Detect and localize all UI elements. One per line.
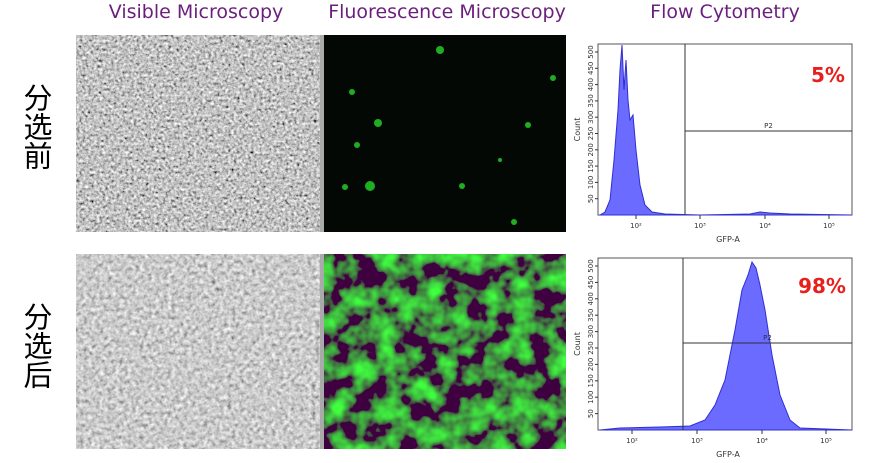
x-tick-label: 10³ (691, 437, 703, 445)
fluorescence-image (324, 254, 566, 449)
percentage: 98% (798, 274, 846, 298)
y-tick-label: 300 (587, 325, 595, 338)
column-header: Fluorescence Microscopy (328, 1, 566, 23)
divider (320, 254, 324, 449)
histogram (598, 44, 853, 216)
divider (320, 35, 324, 232)
y-tick-label: 500 (587, 45, 595, 58)
x-tick-label: 10⁵ (820, 437, 832, 445)
row-label: 分选后 (19, 302, 53, 389)
x-axis-label: GFP-A (716, 450, 740, 459)
y-tick-label: 350 (587, 94, 595, 107)
y-tick-label: 450 (587, 62, 595, 75)
y-tick-label: 500 (587, 259, 595, 272)
y-tick-label: 400 (587, 292, 595, 305)
y-tick-label: 200 (587, 358, 595, 371)
row-label: 分选前 (19, 83, 53, 170)
x-tick-label: 10² (630, 222, 642, 230)
visible-image (76, 35, 320, 232)
y-tick-label: 100 (587, 391, 595, 404)
x-tick-label: 10⁴ (759, 222, 771, 230)
y-tick-label: 150 (587, 159, 595, 172)
y-tick-label: 300 (587, 111, 595, 124)
y-axis-label: Count (573, 118, 582, 142)
y-tick-label: 50 (587, 409, 595, 418)
y-tick-label: 400 (587, 78, 595, 91)
column-header: Visible Microscopy (109, 1, 284, 23)
y-tick-label: 350 (587, 309, 595, 322)
y-tick-label: 100 (587, 176, 595, 189)
x-axis-label: GFP-A (716, 235, 740, 244)
percentage: 5% (811, 63, 845, 87)
y-axis-label: Count (573, 332, 582, 356)
fluorescent-cells (342, 46, 556, 225)
histogram (599, 260, 853, 431)
y-tick-label: 250 (587, 127, 595, 140)
y-tick-label: 450 (587, 276, 595, 289)
y-tick-label: 50 (587, 194, 595, 203)
gate-label: P2 (764, 122, 773, 130)
column-header: Flow Cytometry (650, 1, 800, 23)
y-tick-label: 250 (587, 341, 595, 354)
fluorescence-image (324, 35, 566, 232)
x-tick-label: 10⁵ (823, 222, 835, 230)
x-tick-label: 10³ (694, 222, 706, 230)
gate-label: P2 (763, 334, 772, 342)
y-tick-label: 200 (587, 143, 595, 156)
x-tick-label: 10⁴ (756, 437, 768, 445)
y-tick-label: 150 (587, 374, 595, 387)
x-tick-label: 10² (626, 437, 638, 445)
visible-image (76, 254, 320, 449)
